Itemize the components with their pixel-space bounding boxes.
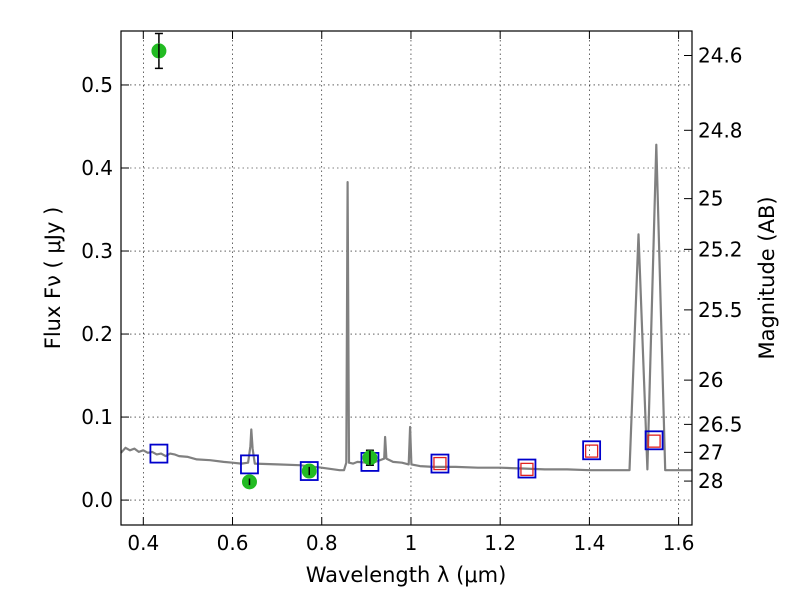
right-tick-label: 26.5 [698, 412, 743, 436]
observed-flux-square [433, 456, 447, 471]
right-tick-label: 27 [698, 440, 723, 464]
model-flux-square [240, 454, 259, 475]
x-tick-label: 1.4 [573, 531, 605, 555]
right-tick-label: 24.6 [698, 43, 743, 67]
observed-flux-square [584, 444, 599, 458]
model-flux-square [299, 461, 319, 481]
observed-flux-square [647, 434, 661, 448]
right-tick-label: 28 [698, 469, 723, 493]
y-tick-label: 0.3 [81, 239, 113, 263]
x-tick-label: 1.6 [663, 531, 695, 555]
model-flux-square [582, 440, 602, 461]
y-tick-label: 0.4 [81, 156, 113, 180]
x-tick-label: 0.6 [217, 531, 249, 555]
model-flux-square [644, 430, 664, 451]
right-tick-label: 25 [698, 187, 723, 211]
y-axis-label: Flux Fν ( μJy ) [41, 207, 65, 350]
right-tick-label: 26 [698, 368, 723, 392]
x-tick-label: 1.2 [484, 531, 516, 555]
model-spectrum-line [120, 143, 692, 472]
x-tick-label: 0.4 [127, 531, 159, 555]
right-axis-label: Magnitude (AB) [755, 196, 779, 359]
y-tick-label: 0.2 [81, 322, 113, 346]
data-series [120, 32, 692, 490]
model-flux-square [430, 453, 450, 474]
right-tick-label: 25.2 [698, 237, 743, 261]
grid-lines [121, 31, 692, 525]
x-axis-label: Wavelength λ (μm) [306, 563, 507, 587]
observed-flux-square [520, 462, 534, 477]
x-tick-label: 0.8 [306, 531, 338, 555]
y-tick-label: 0.1 [81, 405, 113, 429]
y-tick-label: 0.0 [81, 488, 113, 512]
y-tick-label: 0.5 [81, 73, 113, 97]
right-tick-label: 25.5 [698, 298, 743, 322]
right-tick-label: 24.8 [698, 118, 743, 142]
model-flux-square [149, 443, 169, 464]
plot-frame [120, 30, 693, 526]
x-tick-label: 1 [405, 531, 418, 555]
axis-ticks: 0.4 0.6 0.8 1 1.2 1.4 1.6 0.0 0.1 0.2 0.3 0.4 0.5 24.… [81, 31, 743, 555]
model-flux-square [517, 458, 537, 479]
